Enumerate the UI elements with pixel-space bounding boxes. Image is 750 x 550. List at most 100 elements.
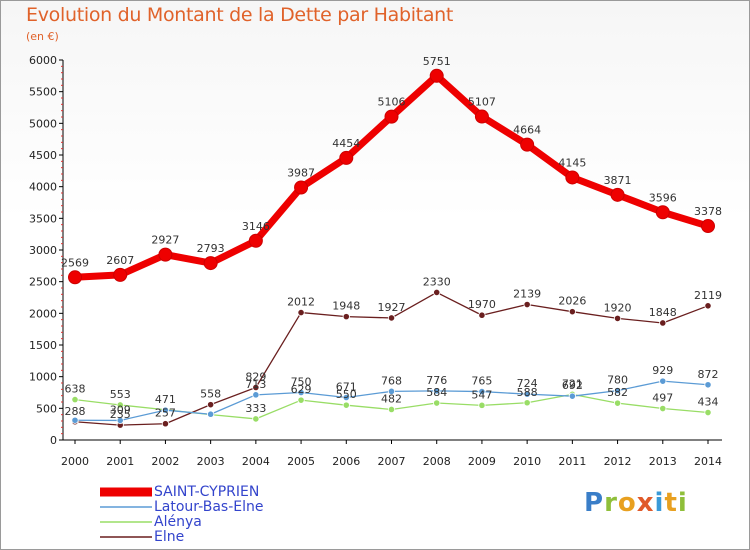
data-label: 333 [245, 402, 266, 415]
data-label: 2330 [423, 275, 451, 288]
x-tick-label: 2001 [106, 455, 134, 468]
data-point [297, 388, 305, 397]
data-label: 2793 [197, 242, 225, 255]
data-label: 547 [471, 388, 492, 401]
legend-item-latour-bas-elne: Latour-Bas-Elne [100, 498, 264, 515]
data-label: 309 [110, 403, 131, 416]
data-point [565, 170, 580, 185]
data-label: 2927 [151, 234, 179, 247]
legend-item-elne: Elne [100, 528, 263, 545]
data-label: 768 [381, 374, 402, 387]
data-point [704, 381, 712, 389]
chart-title: Evolution du Montant de la Dette par Hab… [26, 4, 454, 26]
data-label: 5107 [468, 96, 496, 109]
x-tick-label: 2007 [378, 455, 406, 468]
data-point [161, 420, 170, 428]
x-tick-label: 2000 [61, 455, 89, 468]
chart-subtitle: (en €) [26, 30, 59, 43]
data-point [659, 319, 667, 327]
data-label: 2607 [106, 254, 134, 267]
legend-label: Latour-Bas-Elne [154, 498, 264, 515]
x-tick-label: 2006 [332, 455, 360, 468]
data-point [113, 267, 128, 282]
x-tick-label: 2014 [694, 455, 722, 468]
data-point [252, 391, 260, 399]
x-tick-label: 2008 [423, 455, 451, 468]
data-label: 2119 [694, 289, 722, 302]
data-label: 584 [426, 386, 447, 399]
data-label: 776 [426, 374, 447, 387]
data-label: 3378 [694, 205, 722, 218]
data-label: 1948 [332, 300, 360, 313]
y-tick-label: 0 [50, 434, 57, 447]
data-point [342, 313, 350, 321]
data-point [71, 395, 79, 404]
data-label: 1848 [649, 306, 677, 319]
data-point [161, 406, 170, 414]
data-point [207, 401, 215, 409]
data-label: 692 [562, 379, 583, 392]
data-label: 588 [517, 386, 538, 399]
data-point [520, 137, 535, 152]
data-label: 582 [607, 386, 628, 399]
x-tick-label: 2002 [151, 455, 179, 468]
data-point [387, 405, 396, 414]
legend-swatch-alenya [100, 521, 152, 523]
data-point [387, 314, 396, 322]
y-tick-label: 2500 [29, 276, 57, 289]
data-point [523, 399, 531, 407]
data-label: 553 [110, 388, 131, 401]
data-point [387, 387, 396, 395]
data-point [248, 233, 263, 248]
data-label: 671 [336, 381, 357, 394]
data-label: 2026 [558, 295, 586, 308]
data-label: 235 [110, 408, 131, 421]
x-tick-label: 2010 [513, 455, 541, 468]
data-label: 638 [65, 383, 86, 396]
data-label: 713 [245, 378, 266, 391]
y-tick-label: 3000 [29, 244, 57, 257]
data-label: 3146 [242, 220, 270, 233]
data-label: 780 [607, 374, 628, 387]
data-label: 765 [471, 375, 492, 388]
legend-item-saint-cyprien: SAINT-CYPRIEN [100, 484, 263, 500]
data-point [158, 247, 173, 262]
data-point [568, 308, 576, 316]
data-point [68, 270, 82, 285]
data-point [252, 415, 260, 423]
data-label: 829 [245, 370, 266, 383]
data-point [297, 396, 305, 404]
data-label: 4145 [558, 156, 586, 169]
data-point [433, 288, 441, 297]
data-point [433, 399, 441, 407]
data-label: 2012 [287, 296, 315, 309]
data-point [659, 404, 667, 413]
y-tick-label: 1000 [29, 371, 57, 384]
data-label: 724 [517, 377, 538, 390]
data-label: 434 [698, 396, 719, 409]
legend-item-alenya: Alénya [100, 513, 263, 530]
data-label: 471 [155, 393, 176, 406]
y-tick-label: 4500 [29, 149, 57, 162]
data-label: 629 [291, 383, 312, 396]
data-point [613, 314, 622, 322]
data-point [429, 68, 444, 83]
data-point [252, 383, 260, 392]
data-point [613, 386, 622, 395]
data-point [523, 390, 531, 398]
data-point [701, 219, 715, 234]
data-label: 3871 [604, 174, 632, 187]
data-label: 558 [200, 388, 221, 401]
x-tick-label: 2003 [197, 455, 225, 468]
legend-swatch-latour-bas-elne [100, 506, 152, 508]
data-label: 1927 [378, 301, 406, 314]
data-label: 3596 [649, 191, 677, 204]
y-tick-label: 2000 [29, 307, 57, 320]
data-point [568, 392, 576, 400]
data-label: 5106 [378, 96, 406, 109]
data-point [342, 401, 350, 409]
legend-label: Elne [154, 528, 185, 545]
y-tick-label: 5000 [29, 117, 57, 130]
data-label: 288 [65, 405, 86, 418]
legend-label: Alénya [154, 513, 202, 530]
